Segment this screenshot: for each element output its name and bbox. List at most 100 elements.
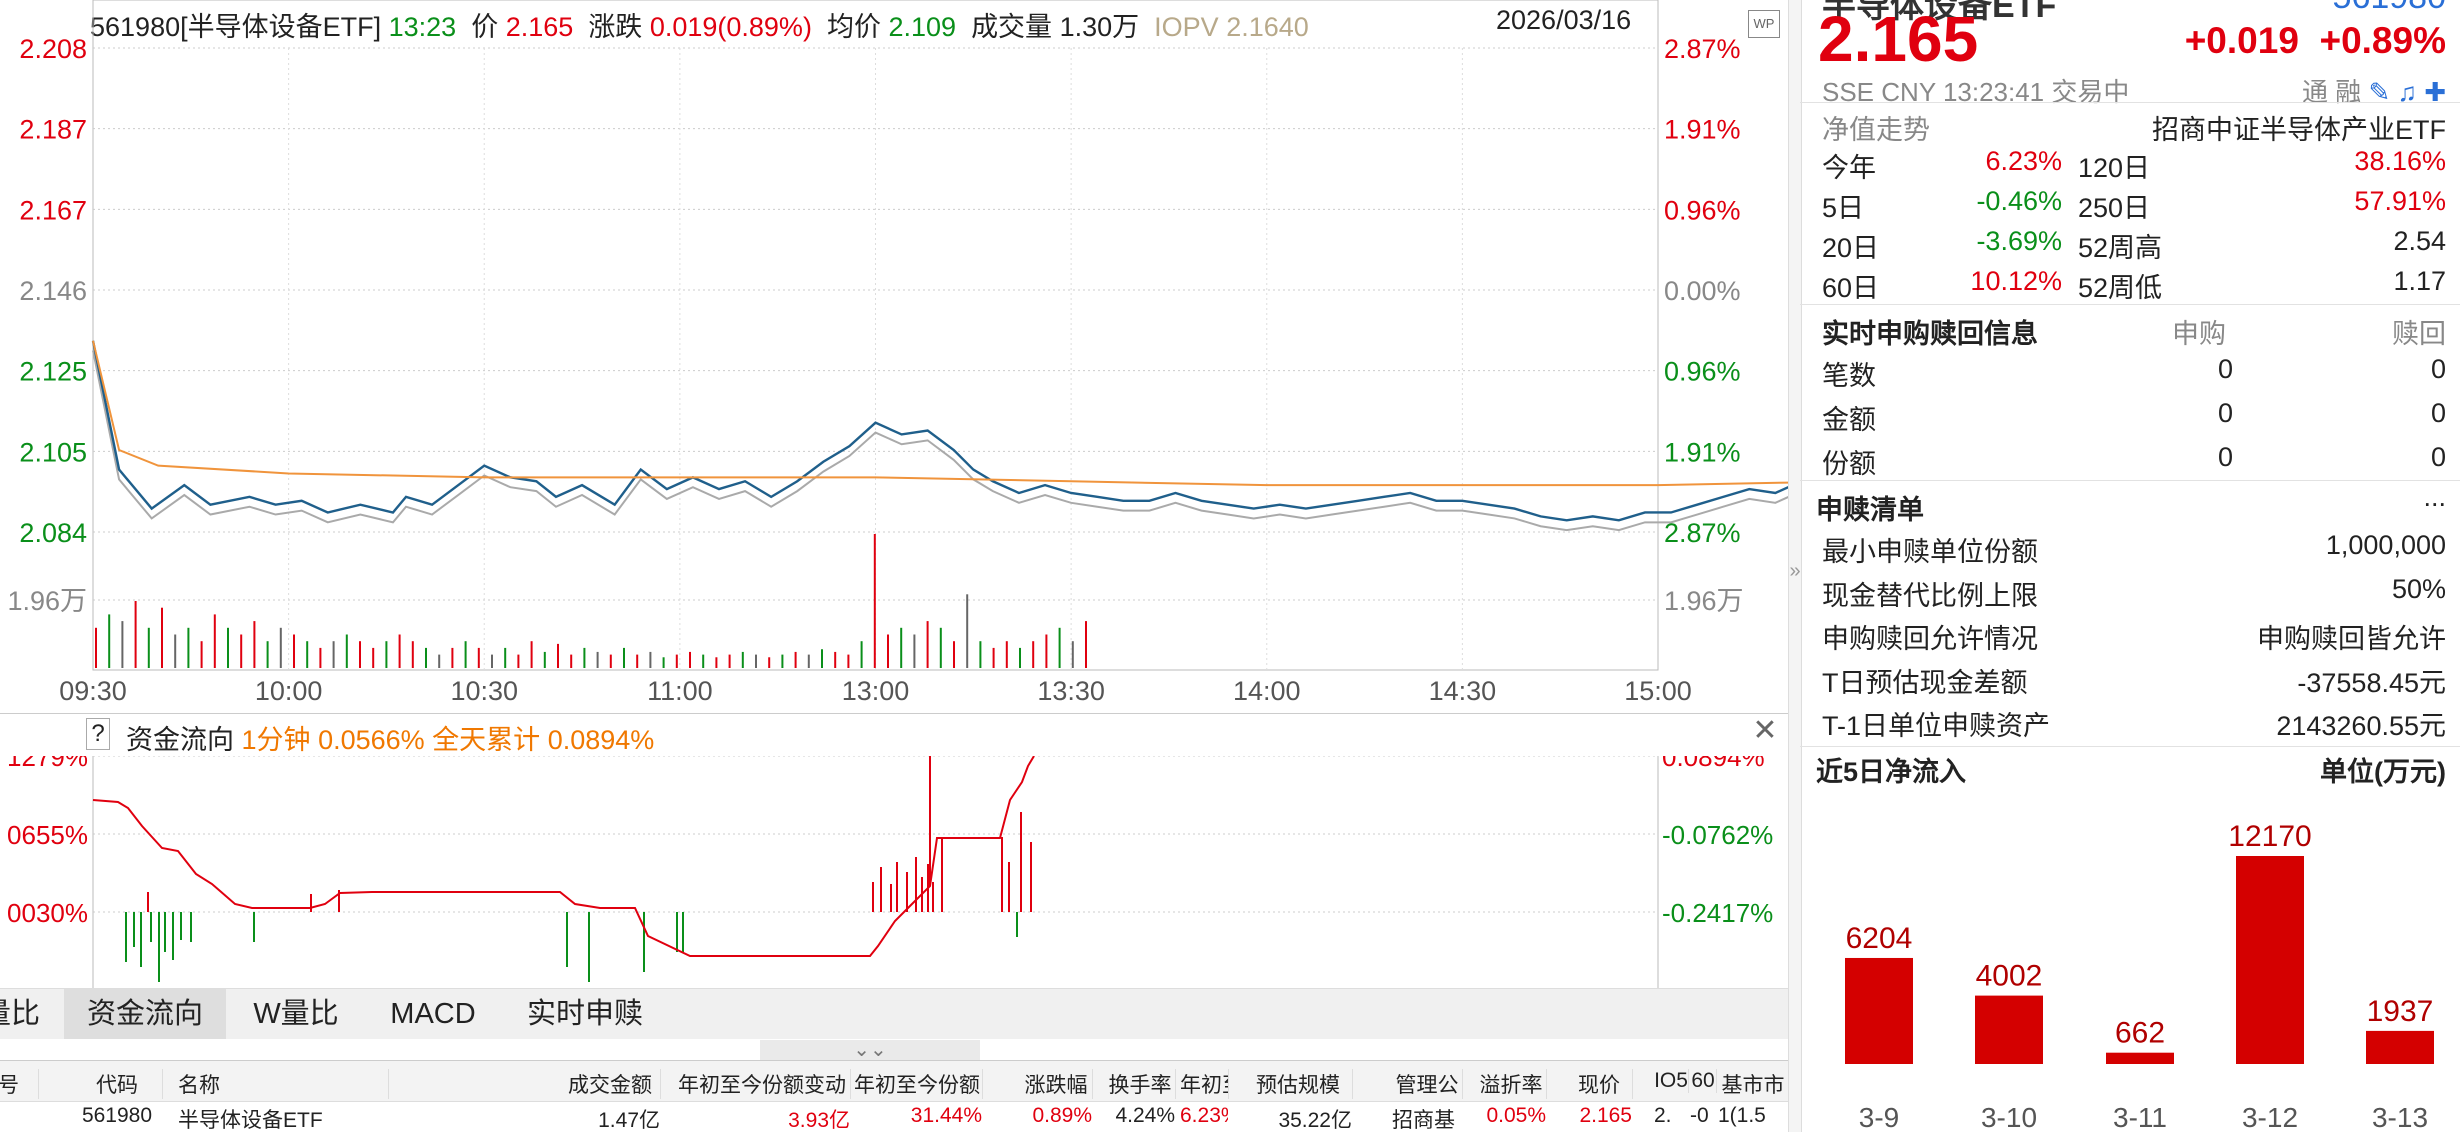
table-header-cell[interactable]: 年初至今份额变动 xyxy=(674,1069,851,1099)
volume-bar xyxy=(293,634,295,668)
table-cell: 半导体设备ETF xyxy=(178,1109,323,1132)
realtime-redeem-value: 0 xyxy=(2430,354,2446,384)
flow-left-tick: 1279% xyxy=(7,756,88,772)
volume-bar xyxy=(992,647,995,668)
collapse-chevron-icon[interactable]: ⌄⌄ xyxy=(760,1040,980,1060)
price-left-tick: 2.167 xyxy=(19,195,87,225)
nav-period-label: 5日 xyxy=(1822,193,1865,223)
close-icon[interactable]: ✕ xyxy=(1752,714,1778,747)
nav-period-value: -0.46% xyxy=(1976,186,2062,216)
tab-macd[interactable]: MACD xyxy=(390,998,476,1030)
list-more-button[interactable]: ... xyxy=(2423,482,2446,512)
volume-bar xyxy=(345,634,348,668)
price-left-tick: 2.125 xyxy=(19,357,87,387)
volume-bar xyxy=(464,641,467,668)
realtime-row-label: 笔数 xyxy=(1822,361,1876,391)
table-header-cell[interactable]: 现价 xyxy=(1566,1069,1633,1099)
table-header-cell[interactable]: 60 xyxy=(1690,1069,1717,1093)
table-header-cell[interactable]: 年初至今份额 xyxy=(852,1069,983,1099)
flow-panel-header xyxy=(0,713,1788,758)
table-cell: 0.05% xyxy=(1486,1104,1546,1127)
chart-header: 561980[半导体设备ETF] 13:23 价 2.165 涨跌 0.019(… xyxy=(90,5,1309,44)
flow-bar-negative xyxy=(643,912,645,972)
volume-bar xyxy=(187,627,190,668)
wp-icon[interactable]: WP xyxy=(1748,10,1780,38)
table-header-cell[interactable]: 换手率 xyxy=(1105,1069,1176,1099)
inflow-value-label: 4002 xyxy=(1976,960,2043,993)
tab-fund-flow[interactable]: 资金流向 xyxy=(64,989,226,1039)
table-header-cell[interactable]: 号 xyxy=(0,1069,39,1099)
volume-bar xyxy=(939,627,942,668)
volume-bar xyxy=(900,627,903,668)
nav-period-label: 20日 xyxy=(1822,233,1880,263)
pencil-icon[interactable]: ✎ xyxy=(2368,77,2391,107)
flow-bar-positive xyxy=(1020,812,1022,912)
table-cell: 31.44% xyxy=(910,1104,982,1127)
volume-bar xyxy=(715,657,718,668)
table-header-cell[interactable]: 基市市 xyxy=(1718,1069,1788,1099)
volume-bar xyxy=(768,657,771,668)
tab-w-volume-ratio[interactable]: W量比 xyxy=(253,998,339,1030)
expand-chevron-icon[interactable]: » xyxy=(1789,560,1801,582)
flow-bar-positive xyxy=(310,894,312,912)
nav-period-value: 6.23% xyxy=(1985,146,2062,176)
header-time: 13:23 xyxy=(388,12,457,42)
table-header-cell[interactable]: 管理公 xyxy=(1392,1069,1463,1099)
table-header-cell[interactable]: 成交金额 xyxy=(560,1069,661,1099)
header-volume: 1.30万 xyxy=(1059,12,1140,42)
volume-bar xyxy=(860,641,863,668)
inflow-chart: 6204 3-9 4002 3-10 662 3-11 12170 3-12 1937 3-13 xyxy=(1845,820,2434,1132)
header-change: 0.019(0.89%) xyxy=(649,12,812,42)
volume-bar xyxy=(517,654,520,668)
volume-bar xyxy=(623,647,625,668)
list-row-label: T日预估现金差额 xyxy=(1822,667,2028,698)
tab-realtime-creation[interactable]: 实时申赎 xyxy=(526,998,643,1030)
table-header-cell[interactable]: IO5 xyxy=(1654,1069,1689,1093)
panel-divider[interactable]: » xyxy=(1788,0,1802,1132)
inflow-title: 近5日净流入 xyxy=(1816,757,1967,787)
volume-bar xyxy=(147,627,150,668)
list-row-value: 1,000,000 xyxy=(2325,530,2446,560)
inflow-value-label: 1937 xyxy=(2367,995,2434,1028)
header-price: 2.165 xyxy=(505,12,574,42)
indicator-tabs: 量比 资金流向 W量比 MACD 实时申赎 xyxy=(0,988,1788,1039)
volume-bar xyxy=(609,654,612,668)
flow-help-icon[interactable]: ? xyxy=(86,718,110,750)
flow-bar-positive xyxy=(880,867,882,912)
table-header-cell[interactable]: 代码 xyxy=(72,1069,163,1099)
table-header-cell[interactable]: 名称 xyxy=(178,1069,389,1099)
volume-bar xyxy=(240,634,243,668)
price-label: 价 xyxy=(471,12,499,42)
flow-title-line: 资金流向 1分钟 0.0566% 全天累计 0.0894% xyxy=(126,718,654,757)
volume-bar xyxy=(636,654,639,668)
inflow-value-label: 6204 xyxy=(1846,922,1913,955)
volume-bar xyxy=(530,641,533,668)
volume-bar xyxy=(95,627,97,668)
flow-bar-positive xyxy=(1008,862,1010,912)
add-icon[interactable]: ✚ xyxy=(2424,77,2446,107)
volume-bar xyxy=(411,641,414,668)
nav-period-label: 今年 xyxy=(1822,153,1876,183)
quote-code: 561980 xyxy=(2333,0,2446,17)
volume-bar xyxy=(332,641,335,668)
realtime-col-subscribe: 申购 xyxy=(2172,319,2226,349)
volume-bar xyxy=(570,654,573,668)
table-header-cell[interactable]: 预估规模 xyxy=(1244,1069,1353,1099)
flow-title: 资金流向 xyxy=(126,725,234,755)
table-header-cell[interactable]: 年初至 xyxy=(1180,1069,1229,1099)
volume-bar xyxy=(385,641,388,668)
flow-bar-positive xyxy=(338,890,340,912)
inflow-unit: 单位(万元) xyxy=(2320,757,2446,787)
inflow-bar xyxy=(1845,957,1913,1064)
bell-icon[interactable]: ♫ xyxy=(2397,77,2417,107)
flow-bar-negative xyxy=(164,912,166,952)
table-row[interactable]: 561980 半导体设备ETF 1.47亿 3.93亿 31.44% 0.89% 4.24%… xyxy=(0,1102,1788,1132)
list-row-label: T-1日单位申赎资产 xyxy=(1822,711,2051,741)
tab-volume-ratio[interactable]: 量比 xyxy=(0,998,40,1030)
header-avg: 2.109 xyxy=(888,12,957,42)
price-left-tick: 2.105 xyxy=(19,437,87,467)
volume-bar xyxy=(319,647,322,668)
realtime-subscribe-value: 0 xyxy=(2218,354,2234,384)
table-header-cell[interactable]: 溢折率 xyxy=(1476,1069,1547,1099)
table-header-cell[interactable]: 涨跌幅 xyxy=(1020,1069,1093,1099)
